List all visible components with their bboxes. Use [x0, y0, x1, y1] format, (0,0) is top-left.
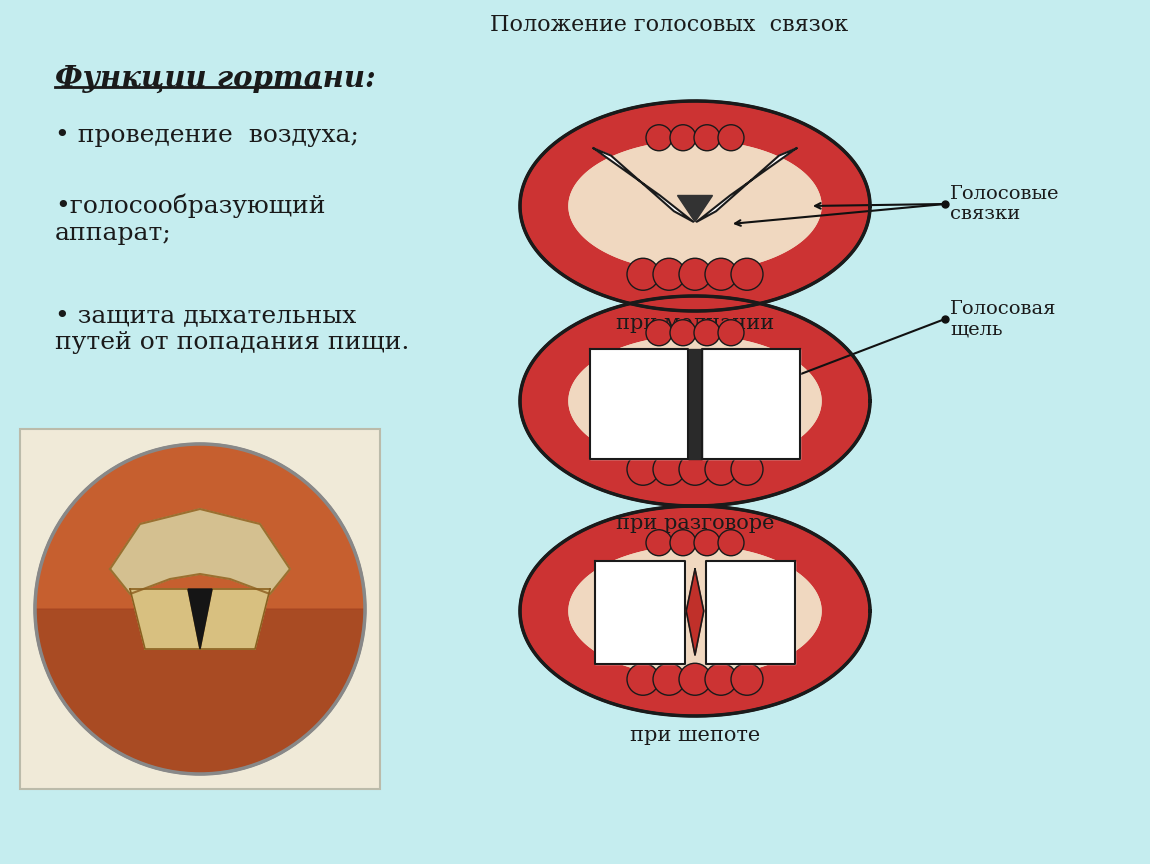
Polygon shape: [702, 348, 800, 459]
Polygon shape: [569, 336, 821, 466]
Circle shape: [678, 454, 711, 486]
Circle shape: [653, 454, 685, 486]
Text: •голосообразующий
аппарат;: •голосообразующий аппарат;: [55, 194, 325, 245]
Circle shape: [693, 530, 720, 556]
Circle shape: [705, 258, 737, 290]
Circle shape: [653, 258, 685, 290]
Polygon shape: [569, 546, 821, 677]
Polygon shape: [569, 336, 821, 466]
Circle shape: [670, 320, 696, 346]
Circle shape: [627, 258, 659, 290]
Polygon shape: [590, 348, 688, 459]
Circle shape: [718, 124, 744, 150]
Circle shape: [627, 664, 659, 696]
Text: • защита дыхательных
путей от попадания пищи.: • защита дыхательных путей от попадания …: [55, 304, 409, 353]
Circle shape: [731, 664, 762, 696]
Circle shape: [678, 258, 711, 290]
Circle shape: [670, 530, 696, 556]
Polygon shape: [705, 561, 795, 664]
Circle shape: [731, 454, 762, 486]
Polygon shape: [677, 195, 713, 222]
Polygon shape: [187, 589, 212, 649]
Circle shape: [646, 320, 672, 346]
Polygon shape: [200, 589, 270, 649]
Text: при молчании: при молчании: [616, 314, 774, 333]
Circle shape: [34, 444, 365, 774]
Polygon shape: [688, 348, 702, 459]
Text: • проведение  воздуха;: • проведение воздуха;: [55, 124, 359, 147]
Circle shape: [718, 530, 744, 556]
Polygon shape: [110, 509, 290, 594]
Circle shape: [678, 664, 711, 696]
Text: Голосовая
щель: Голосовая щель: [950, 300, 1057, 339]
Polygon shape: [569, 546, 821, 677]
Circle shape: [731, 258, 762, 290]
Polygon shape: [34, 609, 365, 774]
FancyBboxPatch shape: [20, 429, 380, 789]
Circle shape: [693, 320, 720, 346]
Text: Голосовые
связки: Голосовые связки: [950, 185, 1059, 224]
Polygon shape: [520, 101, 871, 311]
Polygon shape: [593, 149, 693, 222]
Polygon shape: [569, 141, 821, 271]
Polygon shape: [596, 561, 684, 664]
Polygon shape: [669, 185, 721, 206]
Text: при шепоте: при шепоте: [630, 726, 760, 745]
Circle shape: [705, 454, 737, 486]
Circle shape: [646, 530, 672, 556]
Text: Функции гортани:: Функции гортани:: [55, 64, 376, 93]
Polygon shape: [520, 506, 871, 716]
Circle shape: [646, 124, 672, 150]
Text: Положение голосовых  связок: Положение голосовых связок: [490, 14, 849, 36]
Text: при разговоре: при разговоре: [615, 514, 774, 533]
Polygon shape: [687, 569, 704, 655]
Polygon shape: [34, 444, 365, 609]
Circle shape: [705, 664, 737, 696]
Circle shape: [627, 454, 659, 486]
Polygon shape: [569, 141, 821, 271]
Circle shape: [653, 664, 685, 696]
Circle shape: [718, 320, 744, 346]
Circle shape: [693, 124, 720, 150]
Polygon shape: [130, 589, 200, 649]
Polygon shape: [697, 149, 797, 222]
Circle shape: [670, 124, 696, 150]
Polygon shape: [520, 296, 871, 506]
